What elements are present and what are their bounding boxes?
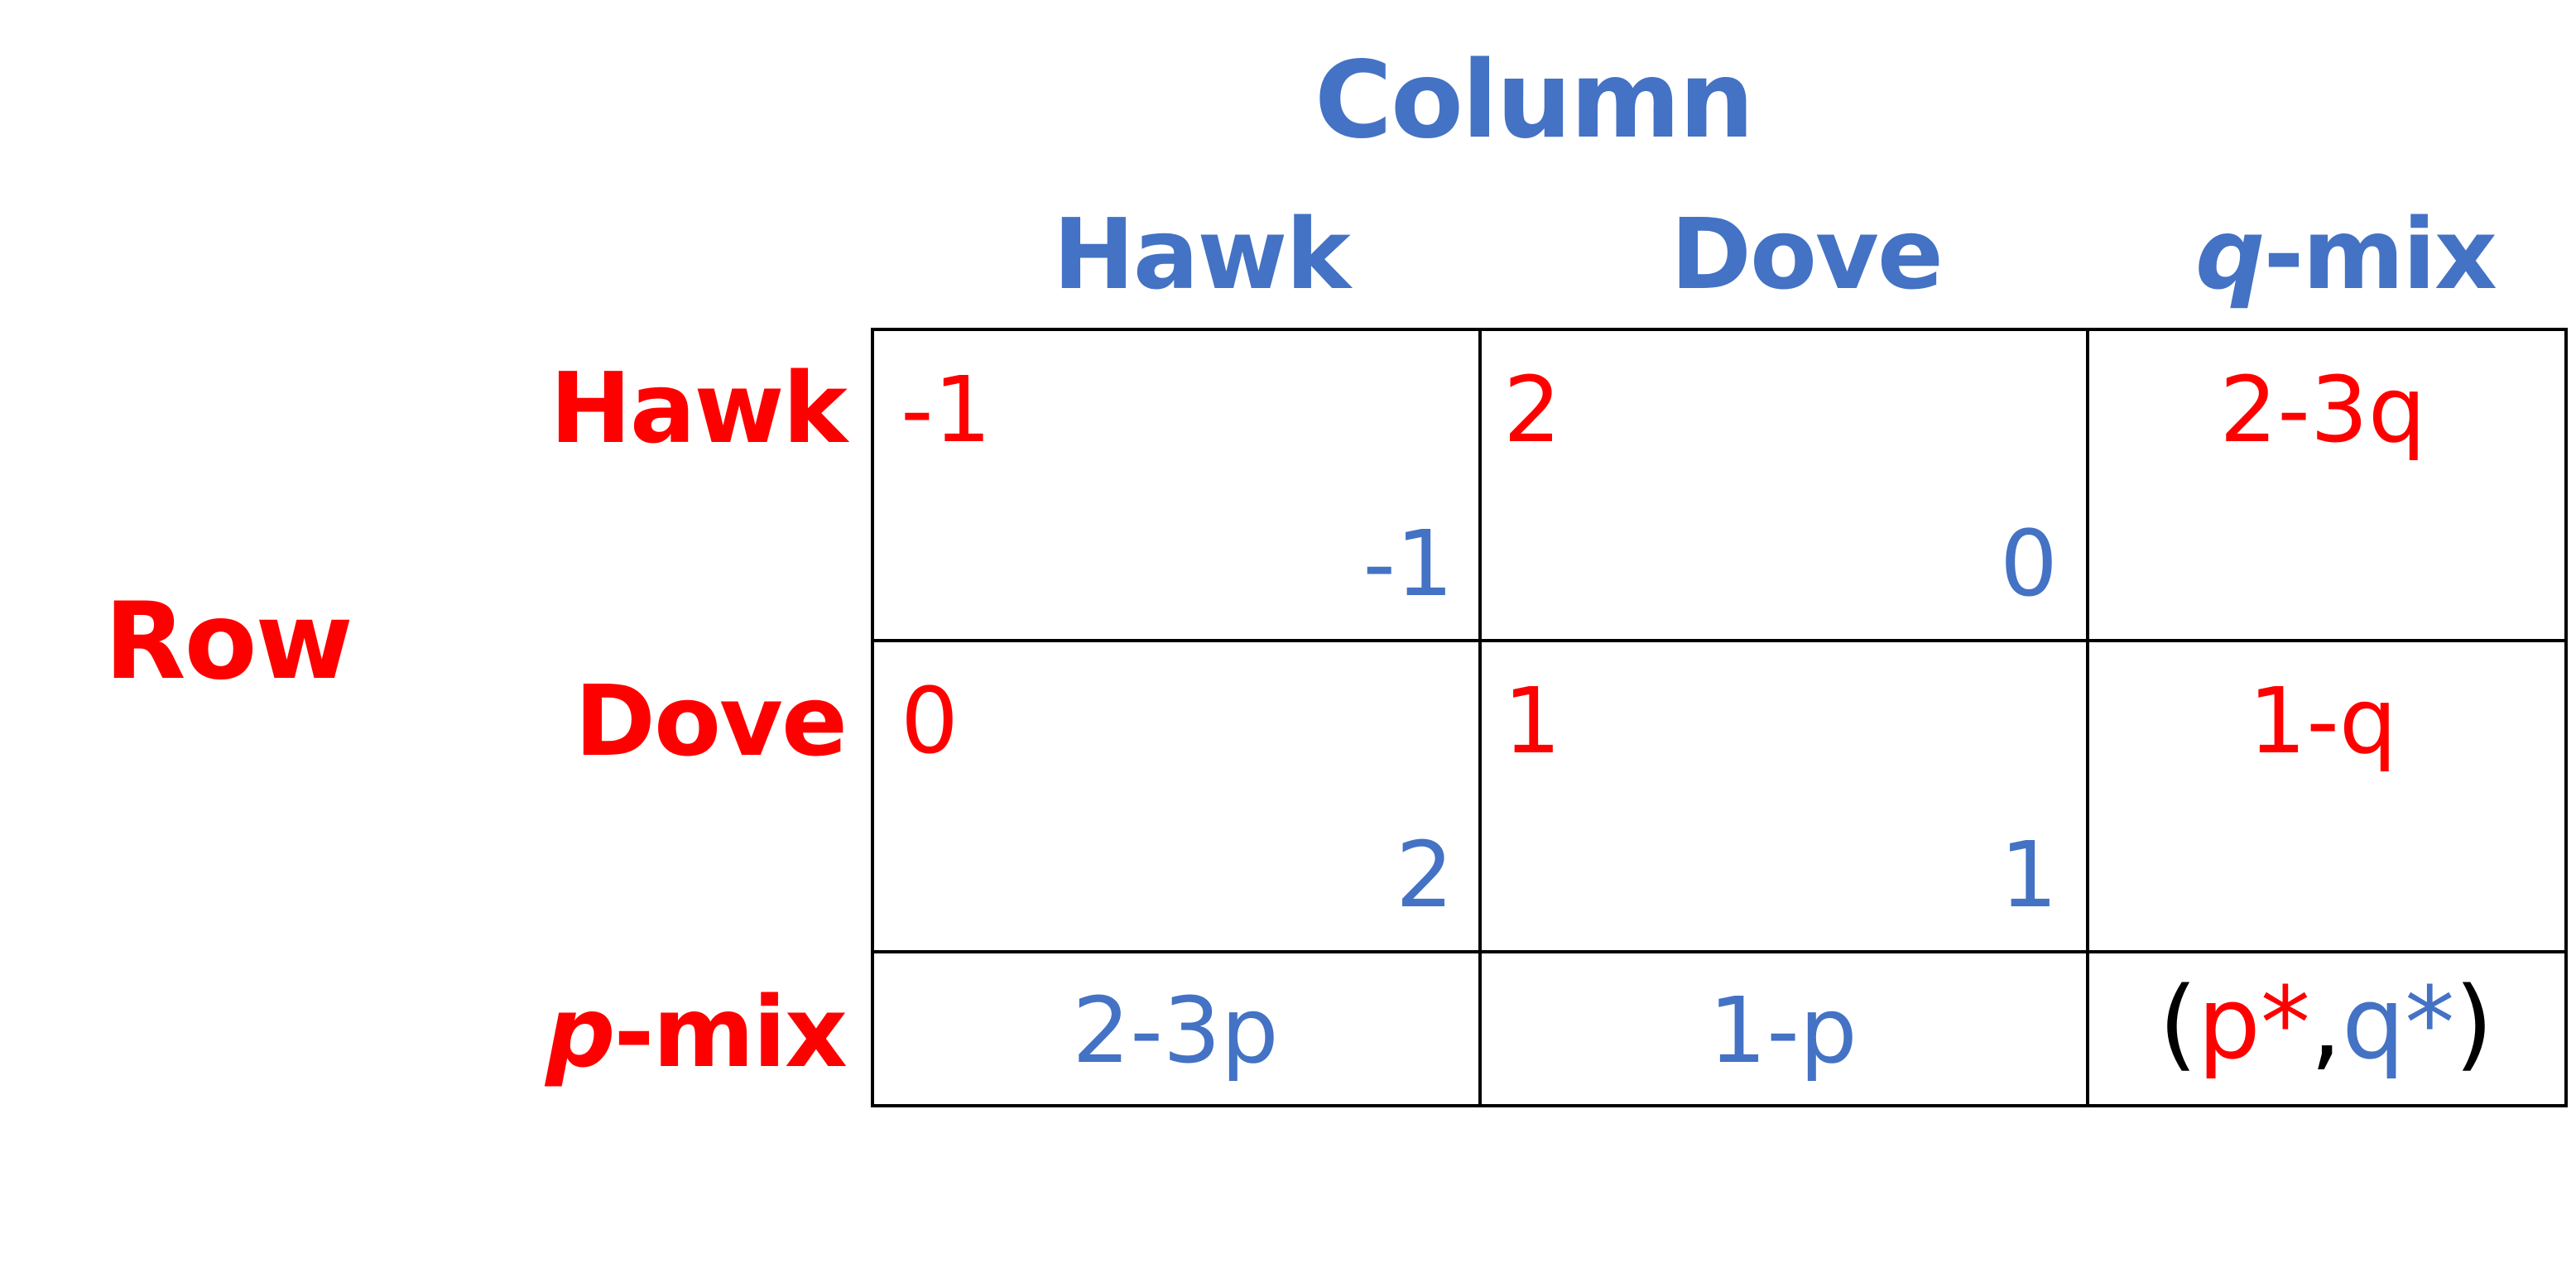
- payoff-hawk-hawk-column: -1: [1362, 511, 1454, 617]
- row-header-hawk: Hawk: [550, 351, 848, 465]
- grid-left-line: [871, 328, 874, 1107]
- column-player-title: Column: [1314, 39, 1754, 162]
- payoff-dove-dove-column: 1: [2000, 822, 2058, 928]
- grid-line-1: [871, 639, 2568, 642]
- equilibrium-open-paren: (: [2158, 967, 2198, 1082]
- payoff-dove-hawk-row: 0: [901, 668, 959, 774]
- p-mix-suffix: -mix: [613, 975, 848, 1089]
- q-mix-variable: q: [2195, 197, 2265, 311]
- payoff-dove-dove-row: 1: [1503, 668, 1561, 774]
- payoff-hawk-dove-column: 0: [2000, 511, 2058, 617]
- equilibrium-separator: ,: [2309, 967, 2343, 1082]
- p-mix-variable: p: [545, 975, 615, 1089]
- row-header-p-mix: p-mix: [545, 983, 848, 1081]
- row-player-title: Row: [104, 580, 353, 704]
- expected-column-dove-p-mix: 1-p: [1709, 977, 1858, 1083]
- payoff-hawk-hawk-row: -1: [901, 357, 992, 463]
- expected-row-hawk-q-mix: 2-3q: [2219, 357, 2426, 463]
- grid-line-2: [871, 950, 2568, 953]
- column-header-hawk: Hawk: [1053, 197, 1351, 311]
- column-header-dove: Dove: [1670, 197, 1944, 311]
- grid-bottom-line: [871, 1104, 2568, 1107]
- equilibrium-close-paren: ): [2454, 967, 2494, 1082]
- row-header-dove: Dove: [574, 664, 848, 778]
- expected-row-dove-q-mix: 1-q: [2248, 668, 2397, 774]
- equilibrium-q-star: q*: [2342, 967, 2455, 1082]
- equilibrium-p-star: p*: [2197, 967, 2310, 1082]
- equilibrium-cell: (p*,q*): [2159, 975, 2493, 1074]
- grid-top-line: [871, 328, 2568, 331]
- payoff-dove-hawk-column: 2: [1396, 822, 1454, 928]
- grid-right-line: [2564, 328, 2568, 1107]
- expected-column-hawk-p-mix: 2-3p: [1072, 977, 1279, 1083]
- payoff-hawk-dove-row: 2: [1503, 357, 1561, 463]
- q-mix-suffix: -mix: [2263, 197, 2497, 311]
- grid-col-line-2: [2086, 328, 2089, 1107]
- column-header-q-mix: q-mix: [2195, 205, 2497, 303]
- grid-col-line-1: [1478, 328, 1482, 1107]
